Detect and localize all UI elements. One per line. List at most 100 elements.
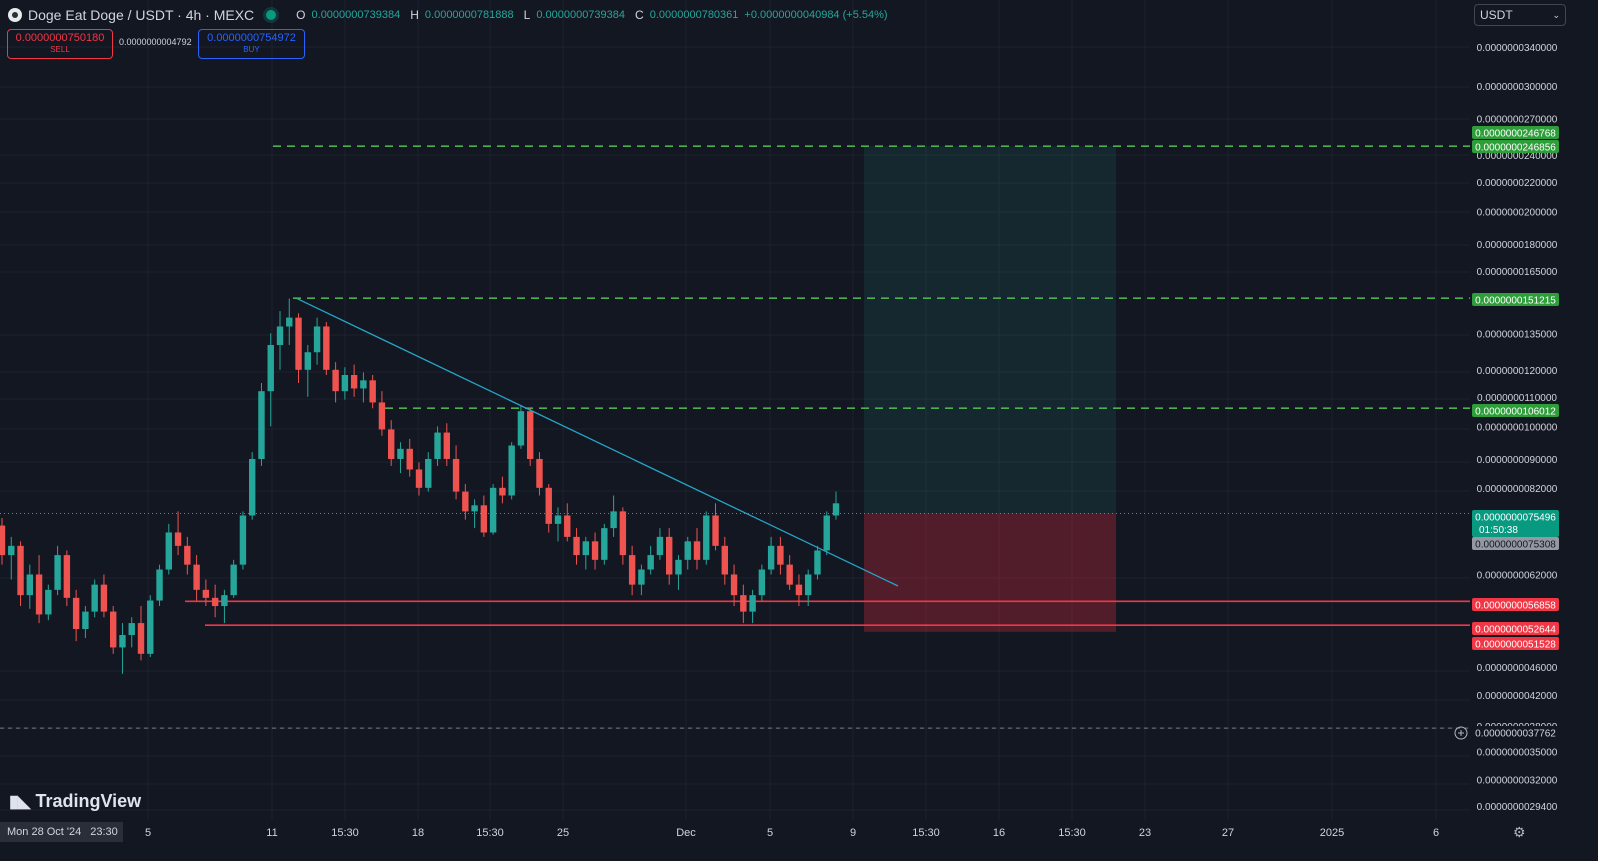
crosshair-date: Mon 28 Oct '24 [7,826,82,838]
symbol-title[interactable]: Doge Eat Doge / USDT · 4h · MEXC [28,7,255,23]
y-tick-label: 0.0000000240000 [1477,151,1558,162]
price-badge-bg [1472,637,1559,650]
candle-body [211,597,219,607]
candle [721,536,728,585]
candle-body [72,597,80,630]
candle-body [323,326,330,370]
candle-body [397,448,404,459]
gear-icon[interactable]: ⚙ [1513,824,1526,840]
price-badge-label: 0.0000000056858 [1475,601,1556,612]
candle [749,589,756,624]
y-tick-label: 0.0000000165000 [1477,267,1558,278]
x-tick-label: 6 [1433,827,1439,839]
candle-body [573,536,580,556]
candle-body [675,559,682,575]
price-badge-support: 0.0000000052644 [1472,622,1559,636]
x-tick-label: 25 [557,827,569,839]
candle [82,606,89,639]
trendline [296,297,899,587]
candle-body [276,326,284,345]
candle-body [147,600,154,654]
price-badge-target: 0.0000000246768 [1472,126,1559,140]
market-status-icon[interactable] [266,10,277,20]
sell-button[interactable]: 0.0000000750180 SELL [7,29,113,59]
candle-body [8,545,15,556]
candle [656,528,664,560]
candle-body [369,380,376,403]
candle [480,495,488,537]
candle-body [165,532,172,570]
candle-body [712,515,719,546]
price-badge-bg [1472,293,1559,306]
currency-select[interactable]: USDT ⌄ [1474,4,1566,26]
candle-body [619,511,627,556]
candle-body [527,411,534,459]
tradingview-logo[interactable]: ▮◣ TradingView [9,791,141,812]
candle [777,536,784,575]
candle [406,438,413,477]
price-badge-support: 0.0000000051528 [1472,637,1559,651]
candle [452,445,460,500]
candle-body [471,505,478,512]
candle-body [443,432,450,459]
crosshair-date-badge: Mon 28 Oct '24 23:30 [0,822,123,842]
candle [286,298,293,345]
candle [295,313,302,383]
candle [8,536,15,580]
open-label: O [296,8,306,22]
y-tick-label: 0.0000000100000 [1477,422,1558,433]
buy-button[interactable]: 0.0000000754972 BUY [198,29,305,59]
candle-body [786,564,793,585]
x-tick-label: 27 [1222,827,1234,839]
y-tick-label: 0.0000000082000 [1477,484,1558,495]
candle-body [230,564,237,596]
candle-body [805,574,812,596]
candle [471,499,478,529]
price-badge-label: 0.0000000037762 [1475,729,1556,740]
candle [147,595,154,658]
candle-body [758,569,766,596]
currency-value: USDT [1480,8,1513,22]
candle-body [452,458,460,492]
y-tick-label: 0.0000000200000 [1477,207,1558,218]
candle-body [489,487,497,533]
y-tick-label: 0.0000000032000 [1477,775,1558,786]
candle [712,503,719,551]
y-tick-label: 0.0000000029400 [1477,802,1558,813]
x-tick-label: Dec [676,827,696,839]
candle-body [378,402,386,430]
candle [545,484,552,533]
y-tick-label: 0.0000000220000 [1477,178,1558,189]
candle [814,545,821,580]
y-tick-label: 0.0000000046000 [1477,663,1558,674]
candle [360,372,367,403]
price-badge-bg [1472,598,1559,611]
candle [378,391,386,436]
candle [415,462,423,496]
price-badge-bg [1472,726,1559,739]
candle-body [313,326,321,353]
candle-body [656,536,664,556]
candle [119,623,126,674]
candle [0,517,6,565]
add-alert-icon [1454,726,1468,740]
candle [156,564,163,607]
candle [165,523,172,575]
y-tick-label: 0.0000000120000 [1477,366,1558,377]
candle [332,362,339,403]
candle [684,536,691,570]
candle [758,564,766,601]
candle [341,367,349,400]
candle-body [462,491,469,512]
candle [425,452,432,492]
low-label: L [523,8,531,22]
price-badge-label: 0.0000000246768 [1475,129,1556,140]
x-tick-label: 11 [266,827,277,839]
price-badge-label: 0.0000000051528 [1475,640,1556,651]
candle [740,584,747,624]
candle-body [388,429,395,459]
candle [554,507,562,542]
y-tick-label: 0.0000000090000 [1477,455,1558,466]
candle [137,606,145,661]
